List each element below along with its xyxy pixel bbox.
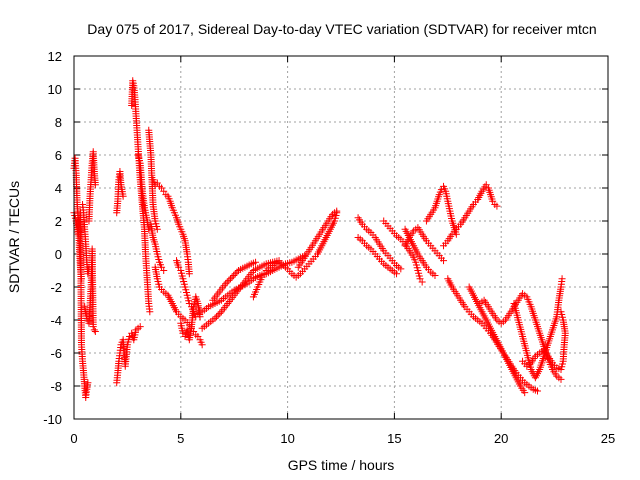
y-tick-label: -2 <box>50 280 62 295</box>
y-tick-label: -10 <box>43 412 62 427</box>
x-tick-label: 25 <box>601 431 615 446</box>
data-point <box>91 181 99 189</box>
data-point <box>418 278 426 286</box>
data-point <box>397 265 405 273</box>
data-point <box>119 192 127 200</box>
data-point <box>198 341 206 349</box>
y-tick-label: 2 <box>55 214 62 229</box>
y-tick-label: 4 <box>55 181 62 196</box>
data-point <box>153 225 161 233</box>
data-point <box>431 271 439 279</box>
data-point <box>230 271 238 279</box>
y-tick-label: 6 <box>55 148 62 163</box>
data-points <box>70 77 569 402</box>
data-point <box>89 323 97 331</box>
x-tick-label: 10 <box>280 431 294 446</box>
data-point <box>136 323 144 331</box>
x-tick-label: 20 <box>494 431 508 446</box>
data-point <box>228 273 236 281</box>
data-point <box>222 280 230 288</box>
data-point <box>225 276 233 284</box>
data-point <box>84 379 92 387</box>
data-point <box>393 270 401 278</box>
data-point <box>558 275 566 283</box>
data-point <box>231 270 239 278</box>
y-tick-label: -8 <box>50 379 62 394</box>
x-tick-label: 0 <box>70 431 77 446</box>
data-point <box>493 202 501 210</box>
data-point <box>185 270 193 278</box>
data-point <box>233 268 241 276</box>
data-point <box>534 387 542 395</box>
data-point <box>521 389 529 397</box>
chart-title: Day 075 of 2017, Sidereal Day-to-day VTE… <box>87 21 596 37</box>
y-tick-label: -4 <box>50 313 62 328</box>
y-axis-label: SDTVAR / TECUs <box>6 181 22 293</box>
x-axis-label: GPS time / hours <box>288 457 395 473</box>
y-tick-label: 8 <box>55 115 62 130</box>
y-tick-label: 0 <box>55 247 62 262</box>
y-tick-label: 12 <box>48 49 62 64</box>
x-tick-label: 5 <box>177 431 184 446</box>
x-tick-label: 15 <box>387 431 401 446</box>
data-point <box>213 313 221 321</box>
data-point <box>91 328 99 336</box>
data-point <box>223 278 231 286</box>
y-tick-label: 10 <box>48 82 62 97</box>
data-point <box>226 275 234 283</box>
data-point <box>440 257 448 265</box>
data-point <box>146 308 154 316</box>
data-point <box>211 314 219 322</box>
data-point <box>214 311 222 319</box>
tick-labels: 0 5 10 15 20 25 -10 -8 -6 -4 -2 0 2 4 6 8 10 12 <box>43 49 615 446</box>
data-point <box>90 326 98 334</box>
y-tick-label: -6 <box>50 346 62 361</box>
plot-frame <box>73 55 609 420</box>
data-point <box>333 207 341 215</box>
data-point <box>196 313 204 321</box>
data-point <box>557 308 565 316</box>
data-point <box>557 375 565 383</box>
data-point <box>216 309 224 317</box>
data-point <box>160 267 168 274</box>
data-point <box>252 258 260 266</box>
